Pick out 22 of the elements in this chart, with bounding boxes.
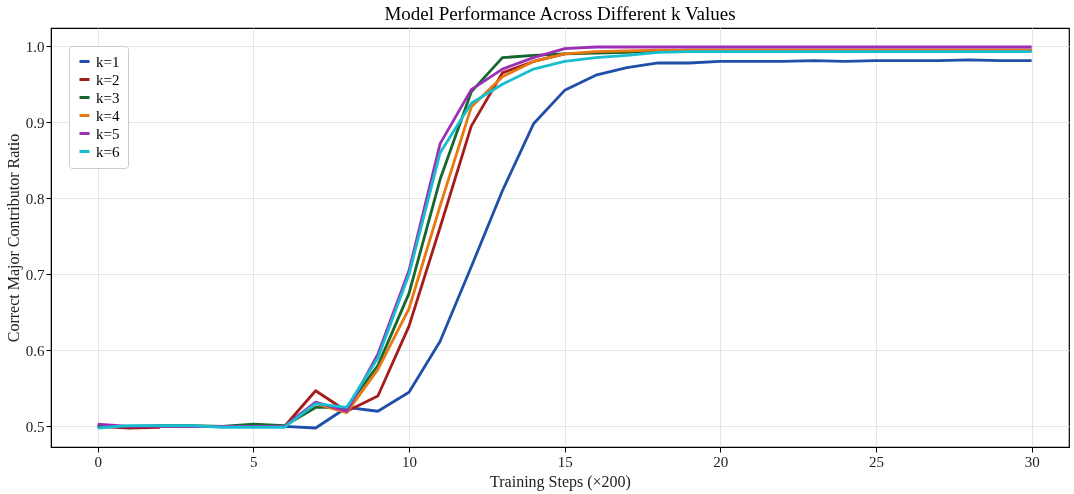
x-tick-label: 5 [250,453,258,470]
legend-label: k=5 [96,125,120,142]
x-tick-label: 15 [557,453,573,470]
y-tick-label: 0.6 [25,342,45,359]
y-tick-label: 0.7 [25,266,45,283]
legend-label: k=6 [96,143,120,160]
x-tick-label: 20 [713,453,729,470]
y-tick-label: 0.8 [25,190,45,207]
x-tick-label: 25 [868,453,884,470]
x-tick-label: 30 [1024,453,1040,470]
x-axis-title: Training Steps (×200) [490,472,631,491]
legend-label: k=4 [96,107,120,124]
legend-label: k=1 [96,53,120,70]
chart-title: Model Performance Across Different k Values [384,3,736,24]
x-tick-label: 10 [402,453,418,470]
legend-label: k=2 [96,71,120,88]
y-tick-label: 1.0 [25,38,45,55]
y-tick-label: 0.9 [25,114,45,131]
legend-label: k=3 [96,89,120,106]
y-tick-label: 0.5 [25,418,45,435]
y-axis-title: Correct Major Contributor Ratio [4,133,23,343]
x-tick-label: 0 [94,453,102,470]
